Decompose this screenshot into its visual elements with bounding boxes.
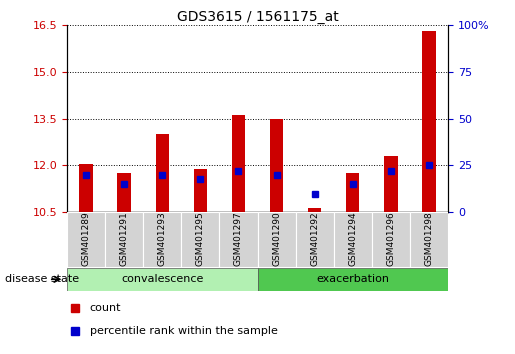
- Title: GDS3615 / 1561175_at: GDS3615 / 1561175_at: [177, 10, 338, 24]
- Bar: [258, 268, 448, 291]
- Bar: [79, 164, 93, 212]
- Text: GSM401293: GSM401293: [158, 211, 167, 266]
- Bar: [384, 156, 398, 212]
- Bar: [334, 212, 372, 267]
- Bar: [296, 212, 334, 267]
- Text: GSM401291: GSM401291: [119, 211, 129, 266]
- Bar: [270, 119, 283, 212]
- Text: disease state: disease state: [5, 274, 79, 284]
- Bar: [67, 268, 258, 291]
- Text: GSM401289: GSM401289: [81, 211, 91, 266]
- Bar: [143, 212, 181, 267]
- Bar: [194, 169, 207, 212]
- Bar: [308, 208, 321, 212]
- Text: GSM401296: GSM401296: [386, 211, 396, 266]
- Bar: [422, 31, 436, 212]
- Bar: [105, 212, 143, 267]
- Text: GSM401295: GSM401295: [196, 211, 205, 266]
- Bar: [232, 115, 245, 212]
- Bar: [181, 212, 219, 267]
- Text: GSM401297: GSM401297: [234, 211, 243, 266]
- Text: GSM401290: GSM401290: [272, 211, 281, 266]
- Bar: [410, 212, 448, 267]
- Text: GSM401294: GSM401294: [348, 211, 357, 266]
- Bar: [156, 134, 169, 212]
- Bar: [219, 212, 258, 267]
- Text: count: count: [90, 303, 122, 313]
- Text: convalescence: convalescence: [121, 274, 203, 284]
- Text: percentile rank within the sample: percentile rank within the sample: [90, 326, 278, 336]
- Text: exacerbation: exacerbation: [316, 274, 389, 284]
- Text: GSM401298: GSM401298: [424, 211, 434, 266]
- Bar: [372, 212, 410, 267]
- Bar: [117, 173, 131, 212]
- Bar: [258, 212, 296, 267]
- Bar: [346, 173, 359, 212]
- Bar: [67, 212, 105, 267]
- Text: GSM401292: GSM401292: [310, 211, 319, 266]
